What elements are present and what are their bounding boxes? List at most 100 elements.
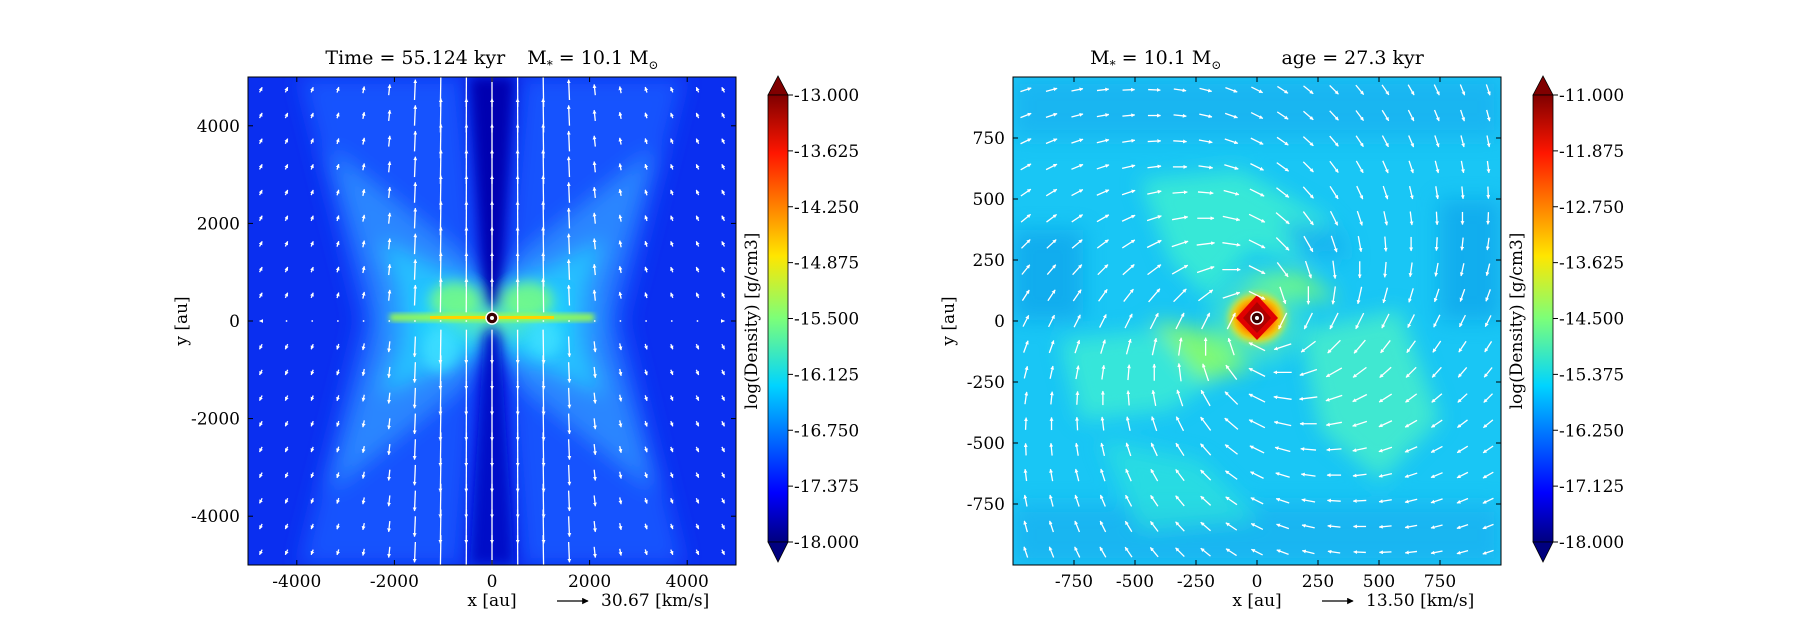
right-ytick-label: 500 xyxy=(973,190,1005,210)
left-velocity-arrow xyxy=(465,320,467,322)
left-velocity-arrow xyxy=(569,131,570,151)
left-ytick-label: 4000 xyxy=(197,117,240,137)
right-xtick-label: -750 xyxy=(1055,572,1093,592)
left-velocity-arrow xyxy=(440,535,441,569)
left-colorbar-tick-label: -16.125 xyxy=(794,365,859,385)
left-velocity-arrow xyxy=(415,131,416,151)
right-xtick-label: 500 xyxy=(1363,572,1395,592)
right-colorbar-tick-label: -13.625 xyxy=(1559,254,1624,274)
left-xlabel: x [au] xyxy=(467,591,516,611)
left-velocity-arrow xyxy=(415,208,416,228)
left-velocity-arrow xyxy=(569,439,570,459)
right-velocity-arrow xyxy=(1026,418,1027,430)
left-velocity-key-label: 30.67 [km/s] xyxy=(601,591,709,611)
left-xtick-label: -2000 xyxy=(370,572,419,592)
left-velocity-arrow xyxy=(415,414,416,434)
left-velocity-arrow xyxy=(517,320,519,322)
left-velocity-arrow xyxy=(415,157,416,177)
right-colorbar-tick-label: -12.750 xyxy=(1559,198,1624,218)
left-velocity-arrow xyxy=(440,320,442,322)
left-velocity-arrow xyxy=(415,234,416,254)
left-density-map xyxy=(248,73,736,569)
right-xtick-label: -500 xyxy=(1116,572,1154,592)
right-velocity-arrow xyxy=(1077,417,1078,430)
left-velocity-arrow xyxy=(415,465,416,485)
left-ytick-label: -2000 xyxy=(191,410,240,430)
left-velocity-arrow xyxy=(569,234,570,254)
left-velocity-arrow xyxy=(415,337,416,357)
left-velocity-arrow xyxy=(286,320,288,322)
right-velocity-arrow xyxy=(1436,212,1437,225)
left-velocity-arrow xyxy=(569,182,570,202)
left-ytick-label: -4000 xyxy=(191,507,240,527)
left-velocity-arrow xyxy=(671,320,673,322)
left-velocity-arrow xyxy=(594,320,596,322)
right-ytick-label: 250 xyxy=(973,251,1005,271)
right-ytick-label: 0 xyxy=(994,312,1005,332)
right-colorbar-label: log(Density) [g/cm3] xyxy=(1507,233,1527,410)
left-velocity-arrow xyxy=(415,80,416,100)
left-colorbar-tick-label: -15.500 xyxy=(794,310,859,330)
right-xlabel: x [au] xyxy=(1232,591,1281,611)
right-velocity-arrow xyxy=(1123,90,1135,91)
right-xtick-label: 750 xyxy=(1424,572,1456,592)
right-velocity-arrow xyxy=(1436,237,1437,250)
right-colorbar: -11.000-11.875-12.750-13.625-14.500-15.3… xyxy=(1507,76,1624,562)
right-velocity-arrow xyxy=(1354,552,1366,553)
left-colorbar-tick-label: -18.000 xyxy=(794,533,859,553)
left-velocity-arrow xyxy=(311,320,313,322)
right-colorbar-tick-label: -16.250 xyxy=(1559,421,1624,441)
left-ylabel: y [au] xyxy=(172,296,192,346)
left-velocity-arrow xyxy=(543,535,544,569)
left-ytick-label: 0 xyxy=(229,312,240,332)
left-velocity-arrow xyxy=(569,208,570,228)
left-velocity-arrow xyxy=(697,320,699,322)
right-colorbar-tick-label: -17.125 xyxy=(1559,477,1624,497)
left-xtick-label: 2000 xyxy=(568,572,611,592)
left-velocity-key: 30.67 [km/s] xyxy=(557,591,709,611)
left-velocity-arrow xyxy=(569,542,570,562)
left-velocity-arrow xyxy=(388,320,390,322)
left-colorbar-tick-label: -13.000 xyxy=(794,86,859,106)
left-colorbar-label: log(Density) [g/cm3] xyxy=(742,233,762,410)
left-velocity-arrow xyxy=(620,320,622,322)
left-velocity-arrow xyxy=(542,320,544,322)
right-ytick-label: -500 xyxy=(967,434,1005,454)
left-velocity-arrow xyxy=(569,337,570,357)
left-velocity-arrow xyxy=(568,320,570,322)
left-colorbar-tick-label: -16.750 xyxy=(794,421,859,441)
right-colorbar-tick-label: -11.875 xyxy=(1559,142,1624,162)
right-velocity-arrow xyxy=(1488,187,1489,199)
left-velocity-arrow xyxy=(415,182,416,202)
right-ytick-label: 750 xyxy=(973,129,1005,149)
left-velocity-arrow xyxy=(415,105,416,125)
left-velocity-arrow xyxy=(645,320,647,322)
left-velocity-arrow xyxy=(569,105,570,125)
left-colorbar-tick-label: -14.875 xyxy=(794,254,859,274)
right-ytick-label: -250 xyxy=(967,373,1005,393)
left-velocity-arrow xyxy=(543,278,544,312)
left-velocity-arrow xyxy=(569,388,570,408)
right-colorbar-tick-label: -11.000 xyxy=(1559,86,1624,106)
left-velocity-arrow xyxy=(569,157,570,177)
right-velocity-arrow xyxy=(1026,443,1027,455)
left-velocity-arrow xyxy=(415,491,416,511)
left-colorbar-tick-label: -17.375 xyxy=(794,477,859,497)
left-velocity-arrow xyxy=(569,414,570,434)
left-velocity-arrow xyxy=(415,285,416,305)
left-xtick-label: -4000 xyxy=(272,572,321,592)
left-colorbar-tick-label: -13.625 xyxy=(794,142,859,162)
left-velocity-arrow xyxy=(569,362,570,382)
left-velocity-arrow xyxy=(415,542,416,562)
left-colorbar-ticks: -13.000-13.625-14.250-14.875-15.500-16.1… xyxy=(788,86,859,553)
left-xtick-label: 0 xyxy=(487,572,498,592)
right-title: M* = 10.1 M⊙age = 27.3 kyr xyxy=(1090,47,1425,72)
right-velocity-key-label: 13.50 [km/s] xyxy=(1366,591,1474,611)
right-xtick-label: 250 xyxy=(1302,572,1334,592)
right-colorbar-tick-label: -15.375 xyxy=(1559,365,1624,385)
